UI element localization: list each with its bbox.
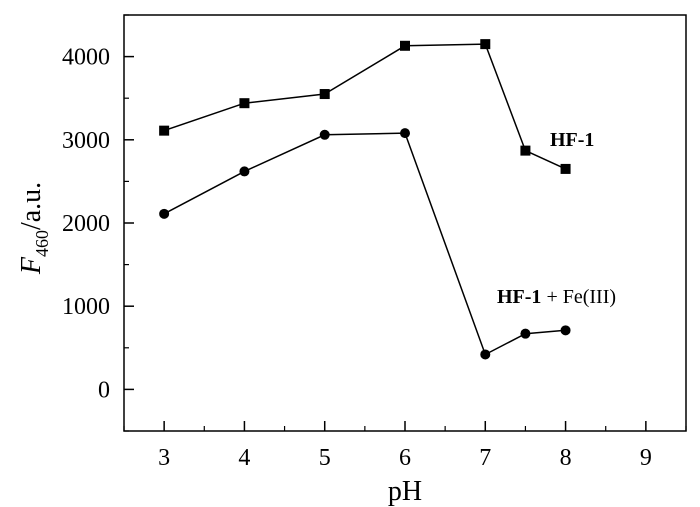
x-tick-label-6: 9 [640, 445, 652, 471]
series-0-point-2 [319, 89, 330, 100]
x-tick-label-0: 3 [158, 445, 170, 471]
series-0-point-0 [159, 125, 170, 136]
series-0-point-3 [400, 40, 410, 51]
series-label-hf1-fe-rest: + Fe(III) [541, 286, 616, 308]
x-tick-label-4: 7 [479, 445, 491, 471]
series-0-point-6 [560, 163, 571, 174]
y-tick-label-4: 4000 [62, 45, 110, 71]
series-label-hf1: HF-1 [550, 129, 594, 151]
series-1-point-4 [480, 349, 491, 360]
ticks [123, 14, 687, 432]
series-1-point-0 [159, 208, 170, 219]
series-markers [159, 39, 571, 360]
y-axis-label: F460/a.u. [16, 182, 52, 275]
series-label-hf1-fe: HF-1 + Fe(III) [497, 286, 616, 308]
x-tick-label-2: 5 [319, 445, 331, 471]
y-tick-label-2: 2000 [62, 211, 110, 237]
series-0-point-5 [520, 145, 531, 156]
series-1-point-3 [400, 128, 410, 139]
x-axis-label: pH [388, 476, 422, 507]
series-0-point-1 [239, 98, 250, 109]
y-axis-label-suffix: /a.u. [16, 182, 47, 230]
x-tick-label-1: 4 [238, 445, 250, 471]
x-tick-label-5: 8 [560, 445, 572, 471]
plot-frame [123, 14, 687, 432]
series-line-1 [163, 132, 566, 356]
series-1-point-5 [520, 328, 531, 339]
series-line-0 [163, 43, 566, 170]
plot-frame-group [123, 14, 687, 432]
x-tick-label-3: 6 [399, 445, 411, 471]
y-axis-label-subscript: 460 [32, 230, 52, 257]
tick-labels: 3 4 5 6 7 8 9 0 1000 2000 3000 4000 [62, 45, 652, 471]
series-label-hf1-fe-bold: HF-1 [497, 286, 541, 308]
y-tick-label-0: 0 [98, 377, 110, 403]
series-1-point-2 [319, 129, 330, 140]
y-tick-label-3: 3000 [62, 128, 110, 154]
series-1-point-1 [239, 166, 250, 177]
series-1-point-6 [560, 325, 571, 336]
series-label-hf1-bold: HF-1 [550, 129, 594, 151]
y-tick-label-1: 1000 [62, 294, 110, 320]
series-0-point-4 [480, 39, 491, 50]
y-axis-label-main: F [16, 256, 47, 275]
